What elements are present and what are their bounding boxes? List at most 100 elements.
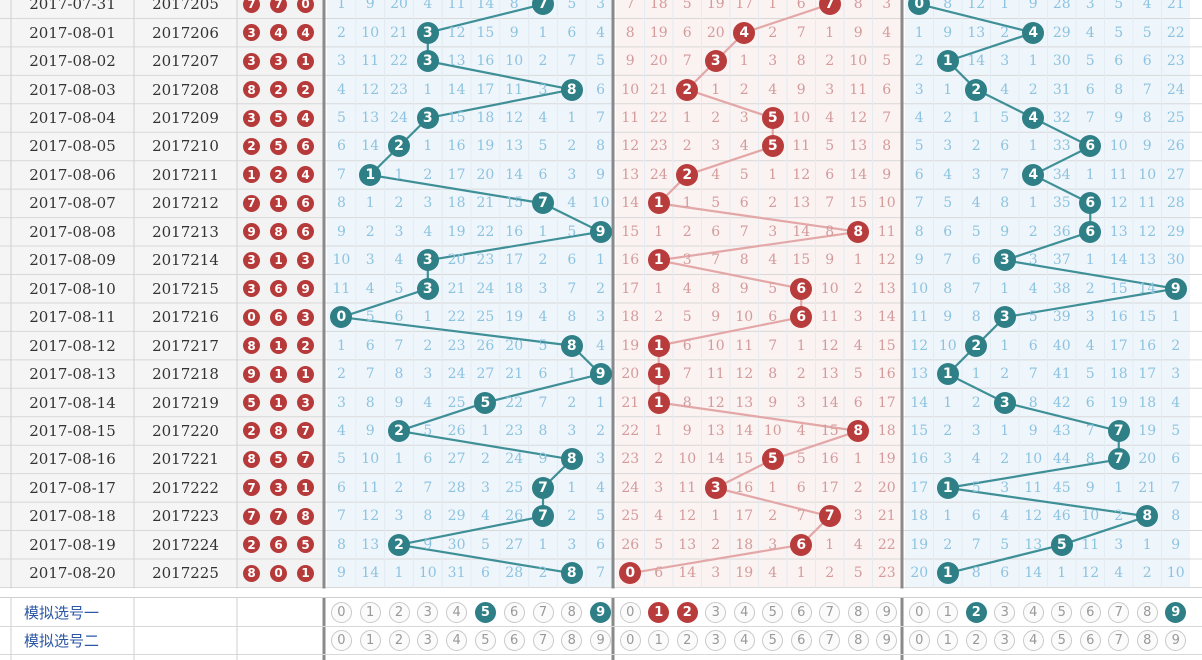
sim-digit-option[interactable]: 3 bbox=[417, 629, 439, 651]
sim-digit-option[interactable]: 7 bbox=[532, 629, 554, 651]
sim-digit-option[interactable]: 0 bbox=[619, 601, 641, 623]
sim-digit-option[interactable]: 0 bbox=[908, 629, 930, 651]
sim-digit-option[interactable]: 4 bbox=[446, 629, 468, 651]
miss-count: 9 bbox=[711, 309, 721, 326]
sim-digit-option[interactable]: 9 bbox=[1165, 601, 1187, 623]
sim-digit-option[interactable]: 0 bbox=[619, 629, 641, 651]
sim-digit-option[interactable]: 8 bbox=[847, 629, 869, 651]
draw-digit-ball: 1 bbox=[243, 166, 260, 184]
miss-count: 24 bbox=[447, 366, 466, 383]
sim-digit-option[interactable]: 6 bbox=[790, 601, 812, 623]
sim-digit-option[interactable]: 3 bbox=[705, 601, 727, 623]
sim-digit-option[interactable]: 0 bbox=[330, 629, 352, 651]
sim-digit-option[interactable]: 8 bbox=[561, 629, 583, 651]
sim-digit-option[interactable]: 3 bbox=[994, 629, 1016, 651]
miss-count: 1 bbox=[365, 195, 375, 212]
row-date: 2017-08-09 bbox=[29, 251, 116, 270]
sim-digit-option[interactable]: 5 bbox=[474, 629, 496, 651]
sim-digit-option[interactable]: 7 bbox=[1108, 601, 1130, 623]
trend-line-s3 bbox=[1004, 287, 1176, 319]
sim-digit-option[interactable]: 5 bbox=[1051, 601, 1073, 623]
miss-count: 14 bbox=[792, 223, 811, 240]
miss-count: 6 bbox=[480, 565, 490, 582]
sim-digit-option[interactable]: 0 bbox=[908, 601, 930, 623]
sim-digit-option[interactable]: 4 bbox=[733, 629, 755, 651]
miss-count: 10 bbox=[505, 53, 524, 70]
sim-row-label[interactable]: 模拟选号二 bbox=[24, 631, 100, 650]
sim-digit-option[interactable]: 9 bbox=[876, 601, 898, 623]
miss-count: 4 bbox=[768, 565, 778, 582]
sim-digit-option[interactable]: 3 bbox=[705, 629, 727, 651]
miss-count: 5 bbox=[538, 337, 548, 354]
miss-count: 3 bbox=[682, 252, 692, 269]
hit-ball: 2 bbox=[676, 78, 699, 101]
miss-count: 5 bbox=[1171, 422, 1181, 439]
sim-digit-option[interactable]: 3 bbox=[417, 601, 439, 623]
sim-digit-option[interactable]: 5 bbox=[1051, 629, 1073, 651]
sim-digit-option[interactable]: 2 bbox=[965, 629, 987, 651]
sim-digit-option[interactable]: 6 bbox=[1079, 629, 1101, 651]
miss-count: 4 bbox=[1000, 81, 1010, 98]
miss-count: 4 bbox=[1171, 394, 1181, 411]
sim-digit-option[interactable]: 4 bbox=[733, 601, 755, 623]
miss-count: 10 bbox=[361, 451, 380, 468]
sim-digit-option[interactable]: 1 bbox=[648, 601, 670, 623]
sim-digit-option[interactable]: 2 bbox=[388, 629, 410, 651]
sim-digit-option[interactable]: 5 bbox=[762, 629, 784, 651]
sim-digit-option[interactable]: 8 bbox=[1136, 601, 1158, 623]
sim-digit-option[interactable]: 2 bbox=[388, 601, 410, 623]
miss-count: 12 bbox=[735, 366, 754, 383]
sim-digit-option[interactable]: 5 bbox=[762, 601, 784, 623]
sim-digit-option[interactable]: 3 bbox=[994, 601, 1016, 623]
sim-digit-option[interactable]: 4 bbox=[446, 601, 468, 623]
miss-count: 1 bbox=[394, 565, 404, 582]
sim-digit-option[interactable]: 9 bbox=[1165, 629, 1187, 651]
sim-digit-option[interactable]: 6 bbox=[503, 629, 525, 651]
sim-digit-option[interactable]: 6 bbox=[1079, 601, 1101, 623]
miss-count: 15 bbox=[621, 223, 640, 240]
miss-count: 25 bbox=[505, 479, 524, 496]
miss-count: 1 bbox=[768, 479, 778, 496]
miss-count: 5 bbox=[336, 110, 346, 127]
sim-digit-option[interactable]: 7 bbox=[1108, 629, 1130, 651]
sim-digit-option[interactable]: 8 bbox=[1136, 629, 1158, 651]
sim-digit-option[interactable]: 9 bbox=[590, 629, 612, 651]
row-date: 2017-08-05 bbox=[29, 137, 116, 156]
sim-digit-option[interactable]: 7 bbox=[532, 601, 554, 623]
miss-count: 1 bbox=[336, 0, 346, 13]
sim-digit-option[interactable]: 2 bbox=[676, 629, 698, 651]
miss-count: 4 bbox=[768, 81, 778, 98]
miss-count: 11 bbox=[735, 337, 754, 354]
sim-digit-option[interactable]: 1 bbox=[937, 629, 959, 651]
sim-digit-option[interactable]: 1 bbox=[937, 601, 959, 623]
miss-count: 8 bbox=[567, 309, 577, 326]
sim-row-label[interactable]: 模拟选号一 bbox=[24, 603, 100, 622]
sim-digit-option[interactable]: 0 bbox=[330, 601, 352, 623]
sim-digit-option[interactable]: 4 bbox=[1022, 629, 1044, 651]
sim-digit-option[interactable]: 4 bbox=[1022, 601, 1044, 623]
sim-digit-option[interactable]: 7 bbox=[819, 601, 841, 623]
sim-digit-option[interactable]: 8 bbox=[847, 601, 869, 623]
miss-count: 3 bbox=[768, 53, 778, 70]
sim-digit-option[interactable]: 9 bbox=[590, 601, 612, 623]
sim-digit-option[interactable]: 2 bbox=[676, 601, 698, 623]
sim-digit-option[interactable]: 1 bbox=[359, 601, 381, 623]
sim-digit-option[interactable]: 6 bbox=[503, 601, 525, 623]
miss-count: 46 bbox=[1052, 508, 1071, 525]
sim-digit-option[interactable]: 7 bbox=[819, 629, 841, 651]
sim-digit-option[interactable]: 2 bbox=[965, 601, 987, 623]
miss-count: 22 bbox=[390, 53, 408, 70]
miss-count: 17 bbox=[621, 280, 640, 297]
row-date: 2017-08-01 bbox=[29, 23, 116, 42]
sim-digit-option[interactable]: 1 bbox=[648, 629, 670, 651]
sim-digit-option[interactable]: 5 bbox=[474, 601, 496, 623]
hit-ball: 7 bbox=[532, 0, 554, 16]
sim-digit-option[interactable]: 8 bbox=[561, 601, 583, 623]
hit-ball: 3 bbox=[416, 21, 439, 44]
sim-digit-option[interactable]: 6 bbox=[790, 629, 812, 651]
miss-count: 2 bbox=[654, 451, 664, 468]
sim-digit-option[interactable]: 1 bbox=[359, 629, 381, 651]
sim-digit-option[interactable]: 9 bbox=[876, 629, 898, 651]
miss-count: 1 bbox=[1000, 422, 1010, 439]
draw-digit-ball: 2 bbox=[243, 536, 260, 554]
